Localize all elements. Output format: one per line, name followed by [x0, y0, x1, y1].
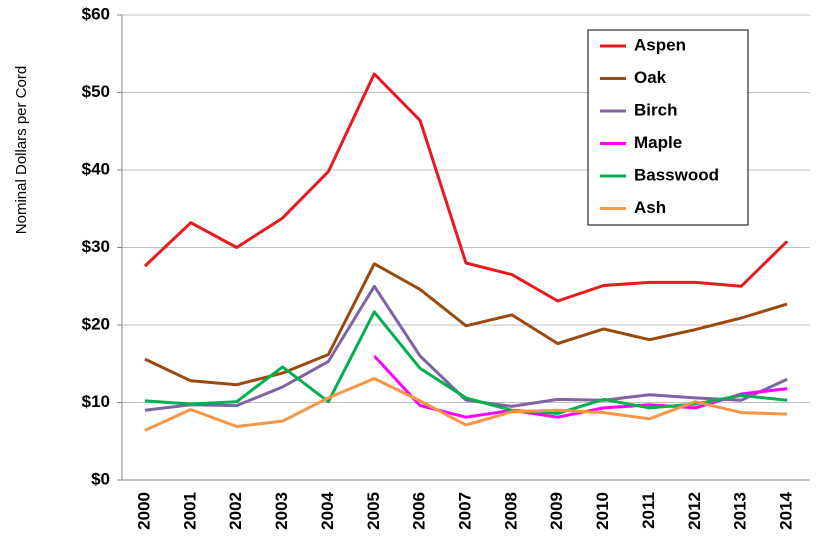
x-tick-label: 2014: [777, 491, 796, 529]
x-tick-label: 2000: [134, 492, 153, 530]
legend-label: Aspen: [634, 35, 686, 54]
y-tick-label: $20: [82, 314, 110, 333]
x-tick-label: 2011: [639, 492, 658, 529]
legend-label: Birch: [634, 100, 677, 119]
x-tick-label: 2001: [180, 492, 199, 530]
series-line: [144, 310, 788, 415]
y-tick-label: $0: [91, 469, 110, 488]
y-axis-label: Nominal Dollars per Cord: [13, 66, 30, 234]
y-tick-label: $10: [82, 392, 110, 411]
x-tick-label: 2012: [685, 492, 704, 530]
x-tick-label: 2007: [455, 492, 474, 530]
x-tick-label: 2013: [731, 492, 750, 530]
series-line: [144, 377, 788, 432]
legend-label: Oak: [634, 68, 667, 87]
x-tick-label: 2006: [410, 492, 429, 530]
legend-label: Ash: [634, 198, 666, 217]
y-tick-label: $60: [82, 4, 110, 23]
y-tick-label: $50: [82, 82, 110, 101]
x-tick-label: 2009: [547, 492, 566, 530]
x-tick-label: 2004: [318, 491, 337, 529]
series-line: [143, 72, 789, 303]
y-tick-label: $40: [82, 159, 110, 178]
x-tick-label: 2005: [364, 492, 383, 530]
legend-box: [587, 29, 749, 226]
y-tick-label: $30: [82, 237, 110, 256]
legend-label: Maple: [634, 133, 682, 152]
series-line: [144, 284, 788, 412]
x-tick-label: 2008: [501, 492, 520, 530]
x-tick-label: 2002: [226, 492, 245, 530]
x-tick-label: 2003: [272, 492, 291, 530]
x-tick-label: 2010: [593, 492, 612, 530]
series-line: [144, 262, 788, 387]
legend-label: Basswood: [634, 165, 719, 184]
